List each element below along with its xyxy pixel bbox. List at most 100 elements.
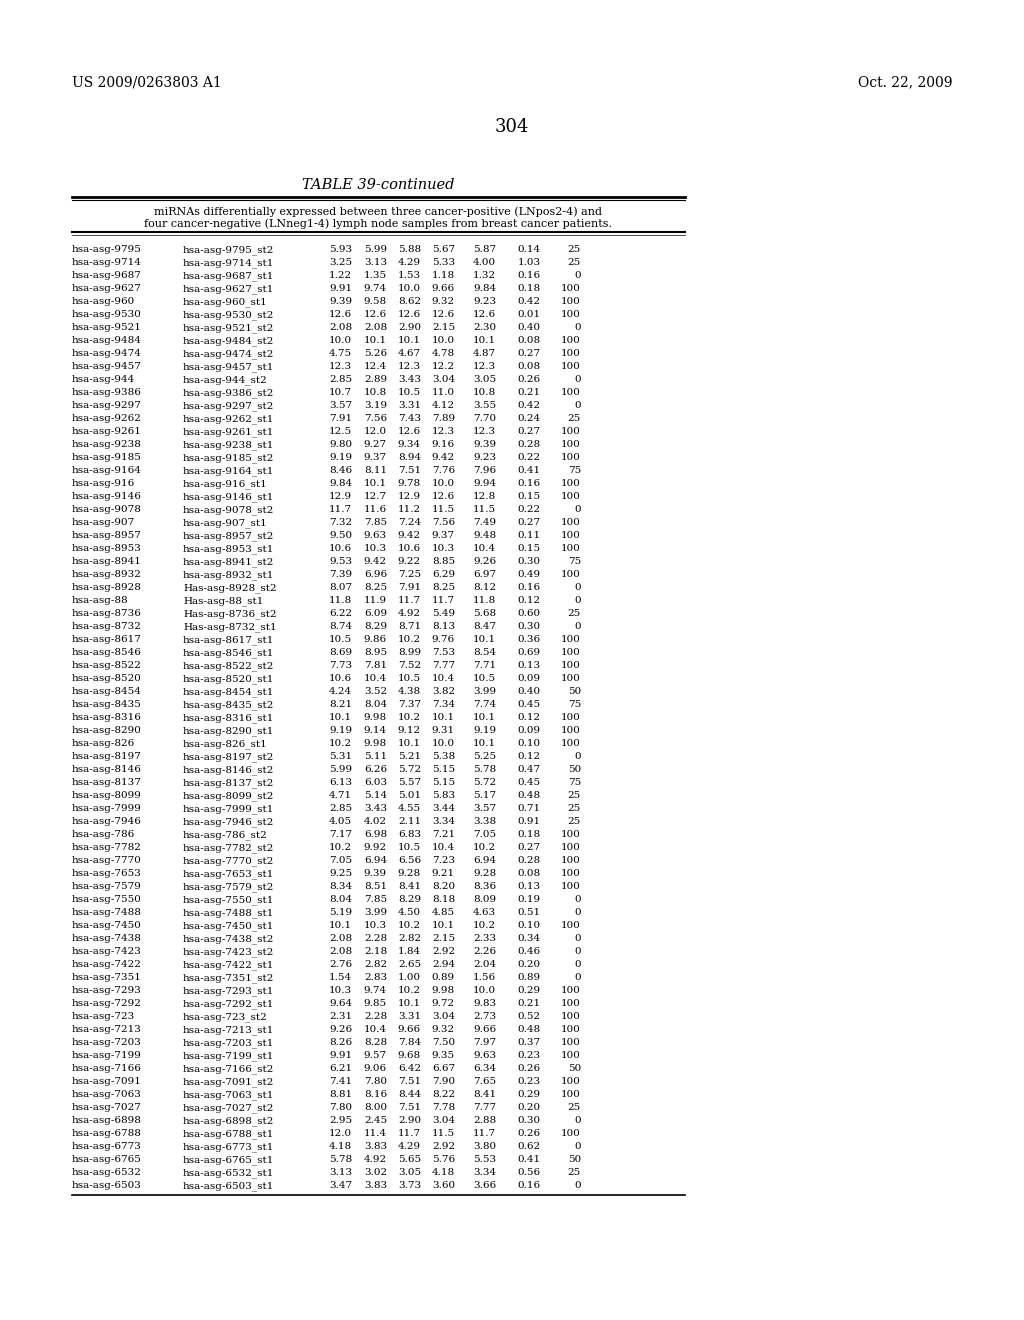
Text: 7.21: 7.21 — [432, 830, 455, 840]
Text: 4.92: 4.92 — [398, 609, 421, 618]
Text: 5.19: 5.19 — [329, 908, 352, 917]
Text: 100: 100 — [561, 1051, 581, 1060]
Text: 2.95: 2.95 — [329, 1115, 352, 1125]
Text: hsa-asg-8953_st1: hsa-asg-8953_st1 — [183, 544, 274, 553]
Text: 100: 100 — [561, 882, 581, 891]
Text: 11.5: 11.5 — [473, 506, 496, 513]
Text: hsa-asg-7422_st1: hsa-asg-7422_st1 — [183, 960, 274, 970]
Text: 3.25: 3.25 — [329, 257, 352, 267]
Text: 12.0: 12.0 — [329, 1129, 352, 1138]
Text: 12.3: 12.3 — [473, 426, 496, 436]
Text: hsa-asg-8932_st1: hsa-asg-8932_st1 — [183, 570, 274, 579]
Text: 11.0: 11.0 — [432, 388, 455, 397]
Text: 10.4: 10.4 — [432, 675, 455, 682]
Text: 9.57: 9.57 — [364, 1051, 387, 1060]
Text: hsa-asg-9521: hsa-asg-9521 — [72, 323, 142, 333]
Text: hsa-asg-8522: hsa-asg-8522 — [72, 661, 142, 671]
Text: hsa-asg-9795_st2: hsa-asg-9795_st2 — [183, 246, 274, 255]
Text: 100: 100 — [561, 921, 581, 931]
Text: 0.42: 0.42 — [518, 401, 541, 411]
Text: hsa-asg-6532: hsa-asg-6532 — [72, 1168, 142, 1177]
Text: 0.14: 0.14 — [518, 246, 541, 253]
Text: 10.1: 10.1 — [432, 921, 455, 931]
Text: 7.51: 7.51 — [398, 1104, 421, 1111]
Text: 100: 100 — [561, 348, 581, 358]
Text: 1.54: 1.54 — [329, 973, 352, 982]
Text: 9.63: 9.63 — [364, 531, 387, 540]
Text: 12.7: 12.7 — [364, 492, 387, 502]
Text: 0.13: 0.13 — [518, 882, 541, 891]
Text: 10.1: 10.1 — [398, 739, 421, 748]
Text: 0.09: 0.09 — [518, 675, 541, 682]
Text: 7.43: 7.43 — [398, 414, 421, 422]
Text: hsa-asg-7579_st2: hsa-asg-7579_st2 — [183, 882, 274, 892]
Text: 3.99: 3.99 — [364, 908, 387, 917]
Text: 0.20: 0.20 — [518, 960, 541, 969]
Text: 5.99: 5.99 — [329, 766, 352, 774]
Text: 0.21: 0.21 — [518, 388, 541, 397]
Text: 2.18: 2.18 — [364, 946, 387, 956]
Text: hsa-asg-7782: hsa-asg-7782 — [72, 843, 142, 851]
Text: 0.36: 0.36 — [518, 635, 541, 644]
Text: 12.5: 12.5 — [329, 426, 352, 436]
Text: 50: 50 — [567, 1064, 581, 1073]
Text: 2.92: 2.92 — [432, 1142, 455, 1151]
Text: Has-asg-8928_st2: Has-asg-8928_st2 — [183, 583, 276, 593]
Text: 0.30: 0.30 — [518, 622, 541, 631]
Text: hsa-asg-7351_st2: hsa-asg-7351_st2 — [183, 973, 274, 982]
Text: 100: 100 — [561, 869, 581, 878]
Text: 12.6: 12.6 — [432, 492, 455, 502]
Text: 4.78: 4.78 — [432, 348, 455, 358]
Text: 1.18: 1.18 — [432, 271, 455, 280]
Text: 0.22: 0.22 — [518, 453, 541, 462]
Text: 100: 100 — [561, 855, 581, 865]
Text: 25: 25 — [567, 257, 581, 267]
Text: 2.28: 2.28 — [364, 935, 387, 942]
Text: 9.94: 9.94 — [473, 479, 496, 488]
Text: hsa-asg-8941: hsa-asg-8941 — [72, 557, 142, 566]
Text: 100: 100 — [561, 1077, 581, 1086]
Text: 7.85: 7.85 — [364, 895, 387, 904]
Text: 7.73: 7.73 — [329, 661, 352, 671]
Text: 5.67: 5.67 — [432, 246, 455, 253]
Text: 3.55: 3.55 — [473, 401, 496, 411]
Text: 3.02: 3.02 — [364, 1168, 387, 1177]
Text: 7.65: 7.65 — [473, 1077, 496, 1086]
Text: 10.4: 10.4 — [364, 675, 387, 682]
Text: 8.81: 8.81 — [329, 1090, 352, 1100]
Text: 10.8: 10.8 — [473, 388, 496, 397]
Text: hsa-asg-8146_st2: hsa-asg-8146_st2 — [183, 766, 274, 775]
Text: 3.04: 3.04 — [432, 375, 455, 384]
Text: 10.6: 10.6 — [398, 544, 421, 553]
Text: 3.43: 3.43 — [364, 804, 387, 813]
Text: hsa-asg-8454: hsa-asg-8454 — [72, 686, 142, 696]
Text: 4.55: 4.55 — [398, 804, 421, 813]
Text: hsa-asg-7438_st2: hsa-asg-7438_st2 — [183, 935, 274, 944]
Text: 10.5: 10.5 — [473, 675, 496, 682]
Text: 25: 25 — [567, 246, 581, 253]
Text: 10.0: 10.0 — [329, 337, 352, 345]
Text: 10.0: 10.0 — [432, 739, 455, 748]
Text: hsa-asg-7770: hsa-asg-7770 — [72, 855, 142, 865]
Text: 10.3: 10.3 — [364, 544, 387, 553]
Text: 2.65: 2.65 — [398, 960, 421, 969]
Text: 3.43: 3.43 — [398, 375, 421, 384]
Text: 9.12: 9.12 — [398, 726, 421, 735]
Text: 100: 100 — [561, 310, 581, 319]
Text: 7.34: 7.34 — [432, 700, 455, 709]
Text: 4.50: 4.50 — [398, 908, 421, 917]
Text: 0.27: 0.27 — [518, 426, 541, 436]
Text: 2.82: 2.82 — [398, 935, 421, 942]
Text: 0: 0 — [574, 271, 581, 280]
Text: 1.53: 1.53 — [398, 271, 421, 280]
Text: 8.47: 8.47 — [473, 622, 496, 631]
Text: 100: 100 — [561, 739, 581, 748]
Text: hsa-asg-7213_st1: hsa-asg-7213_st1 — [183, 1026, 274, 1035]
Text: 9.74: 9.74 — [364, 986, 387, 995]
Text: 0: 0 — [574, 946, 581, 956]
Text: 11.7: 11.7 — [473, 1129, 496, 1138]
Text: 2.45: 2.45 — [364, 1115, 387, 1125]
Text: 0: 0 — [574, 908, 581, 917]
Text: hsa-asg-7653_st1: hsa-asg-7653_st1 — [183, 869, 274, 879]
Text: 10.5: 10.5 — [398, 843, 421, 851]
